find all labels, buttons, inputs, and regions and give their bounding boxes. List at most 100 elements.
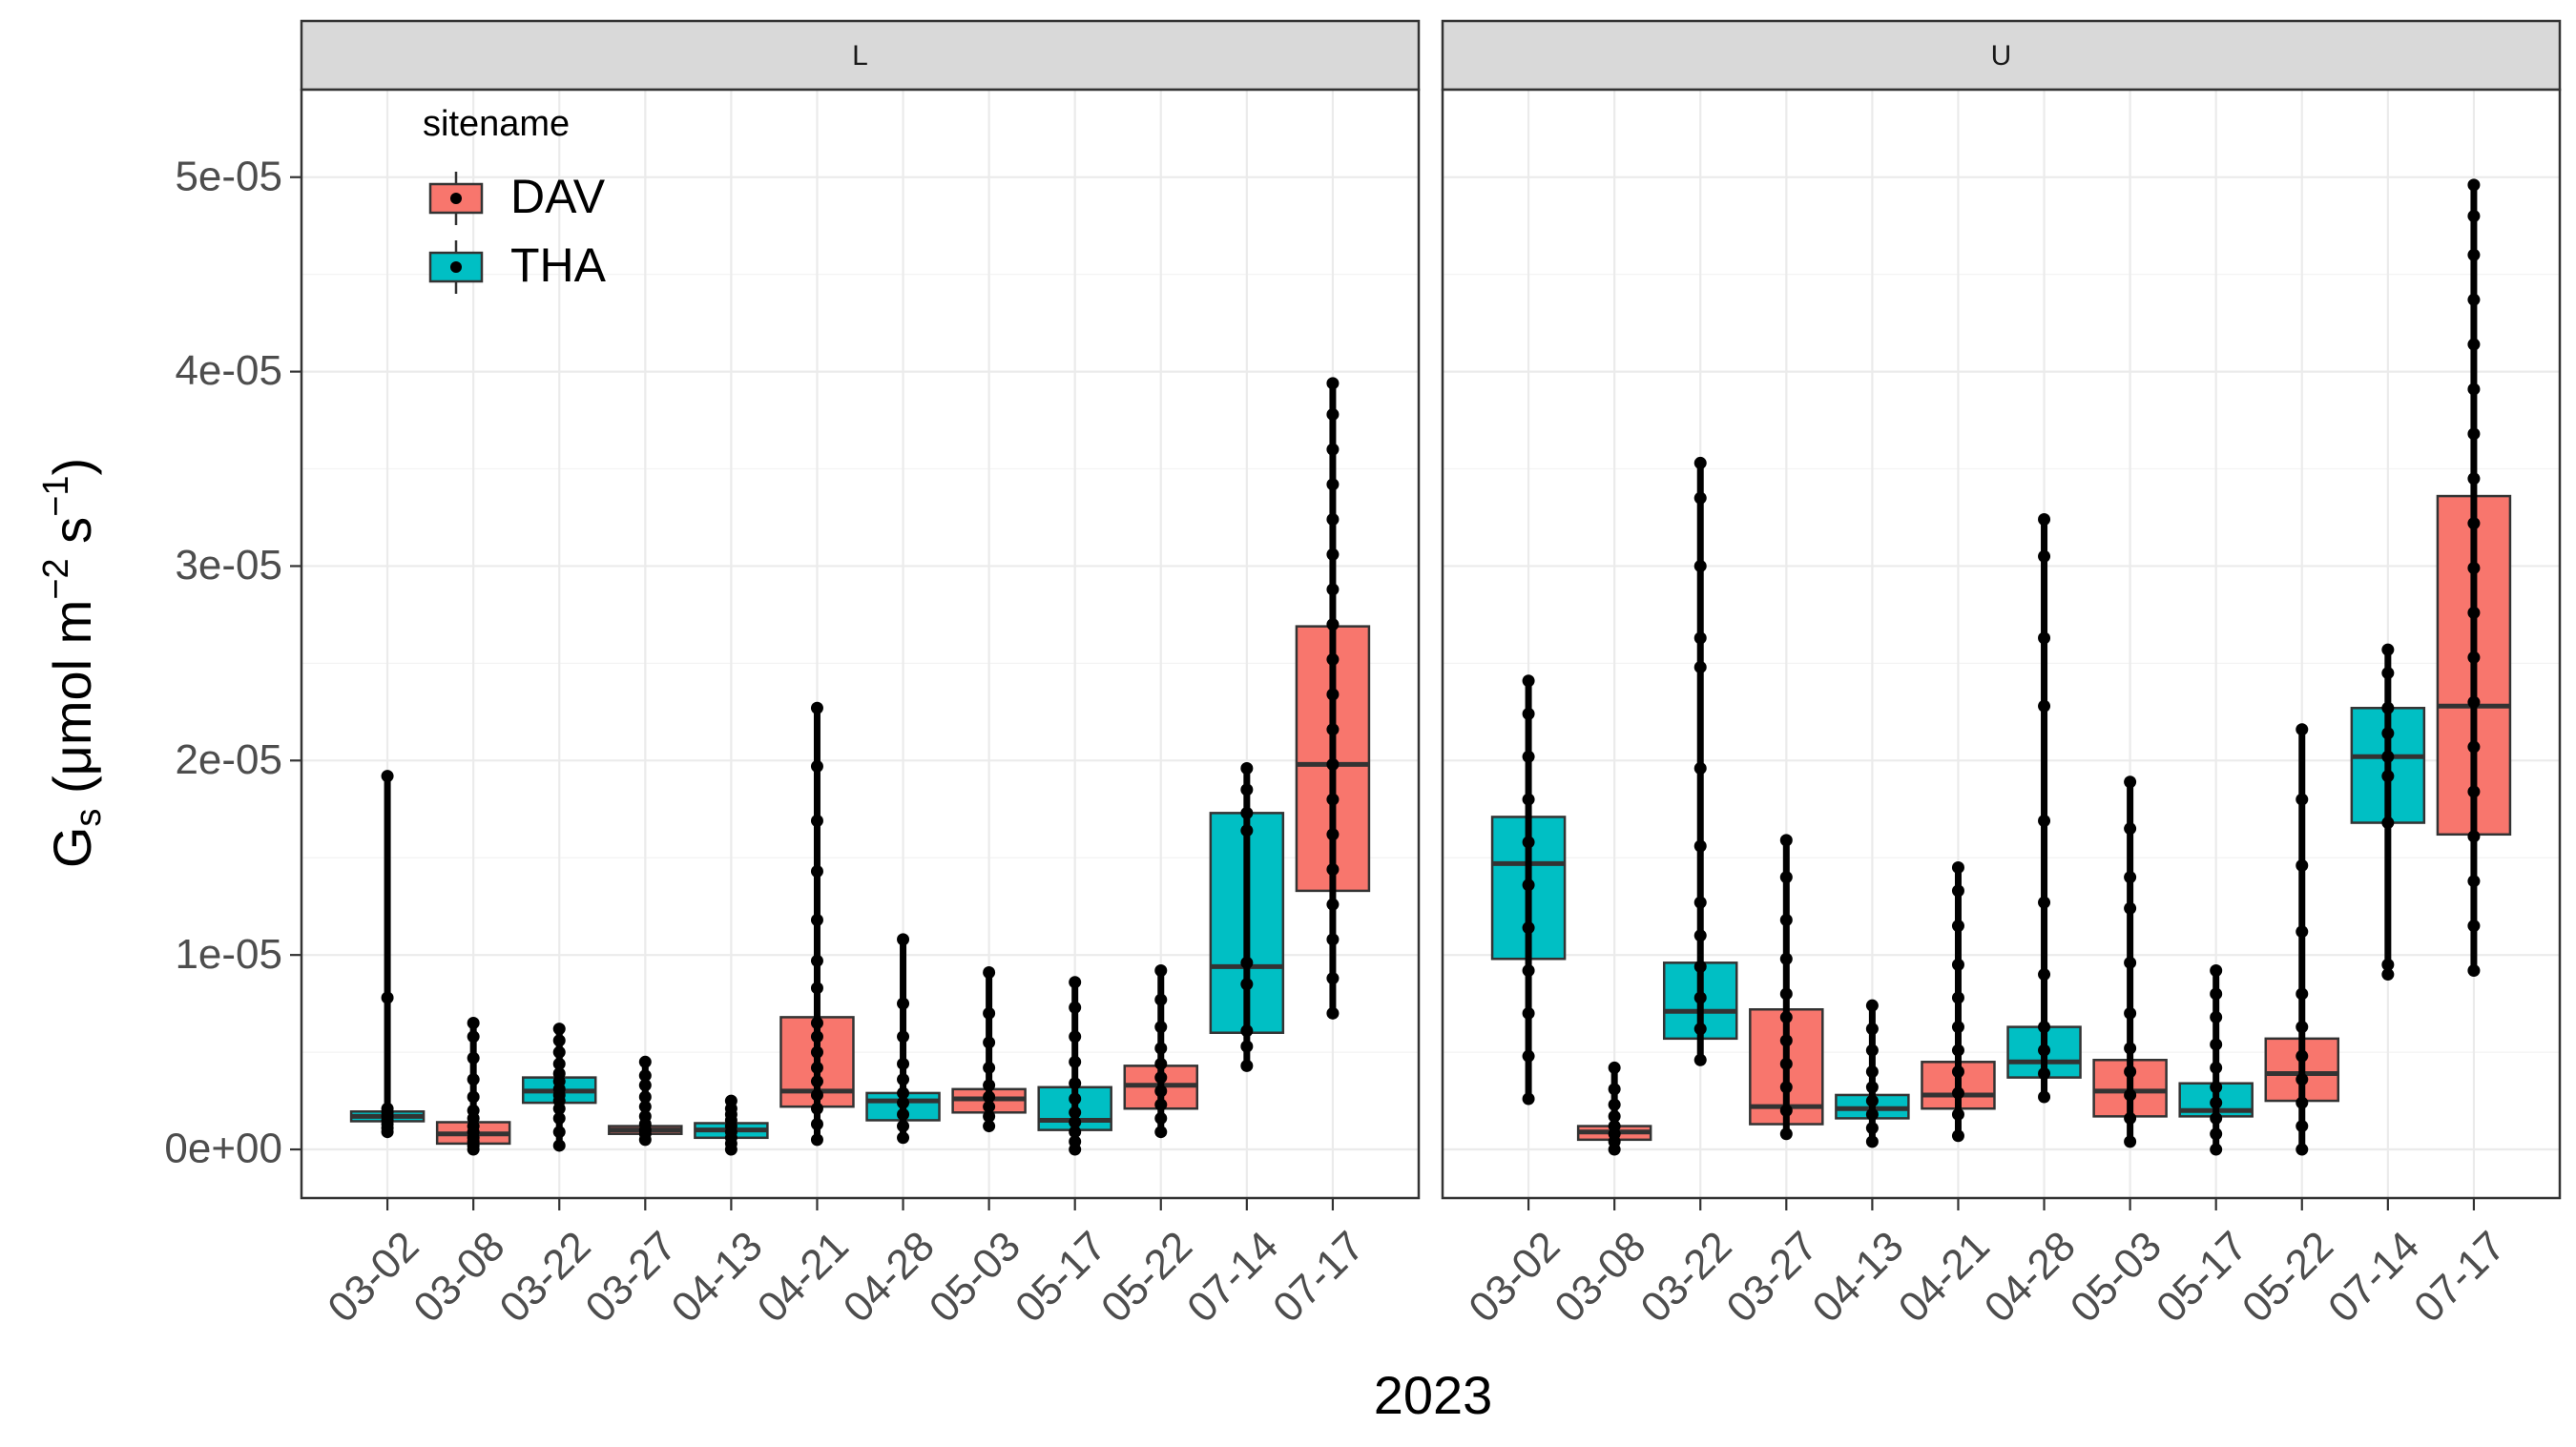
x-tick-label: 03-08 xyxy=(1546,1223,1654,1332)
data-point xyxy=(2038,513,2051,527)
box-l-03-08 xyxy=(435,1017,511,1156)
x-tick-label: 05-22 xyxy=(2233,1223,2342,1332)
data-point xyxy=(552,1139,566,1152)
data-point xyxy=(1326,478,1340,491)
data-point xyxy=(467,1073,480,1086)
data-point xyxy=(1693,960,1707,973)
data-point xyxy=(810,701,823,714)
data-point xyxy=(2296,987,2309,1001)
x-tick-label: 03-22 xyxy=(490,1223,599,1332)
x-tick-label: 07-17 xyxy=(2405,1223,2514,1332)
data-point xyxy=(1154,1042,1168,1055)
x-tick-label: 04-21 xyxy=(1890,1223,1999,1332)
data-point xyxy=(1326,898,1340,911)
data-point xyxy=(2124,1088,2137,1102)
data-point xyxy=(1779,1127,1793,1141)
data-point xyxy=(2467,785,2481,798)
data-point xyxy=(2124,871,2137,884)
data-point xyxy=(810,1133,823,1147)
data-point xyxy=(2381,770,2395,783)
y-tick-label: 1e-05 xyxy=(175,931,282,978)
data-point xyxy=(2124,1135,2137,1148)
x-tick-label: 05-17 xyxy=(1007,1223,1115,1332)
data-point xyxy=(1522,963,1535,977)
data-point xyxy=(1693,991,1707,1004)
x-tick-label: 04-28 xyxy=(1976,1223,2085,1332)
data-point xyxy=(2467,178,2481,192)
data-point xyxy=(1779,871,1793,884)
data-point xyxy=(2467,210,2481,223)
data-point xyxy=(1154,1085,1168,1098)
data-point xyxy=(1154,1021,1168,1034)
x-axis-title: 2023 xyxy=(1374,1365,1493,1425)
data-point xyxy=(2296,1120,2309,1133)
box-l-05-03 xyxy=(951,966,1027,1133)
data-point xyxy=(1326,652,1340,666)
data-point xyxy=(1069,976,1082,989)
data-point xyxy=(1865,1023,1879,1036)
data-point xyxy=(1951,1065,1964,1078)
data-point xyxy=(552,1111,566,1125)
data-point xyxy=(1779,952,1793,965)
data-point xyxy=(1522,750,1535,763)
data-point xyxy=(1693,456,1707,469)
data-point xyxy=(2296,1021,2309,1034)
data-point xyxy=(1779,1081,1793,1094)
data-point xyxy=(1522,836,1535,849)
x-tick-label: 05-03 xyxy=(2062,1223,2171,1332)
data-point xyxy=(1865,1122,1879,1135)
data-point xyxy=(2210,1081,2223,1094)
data-point xyxy=(2210,1127,2223,1141)
data-point xyxy=(897,1096,910,1109)
data-point xyxy=(1326,723,1340,736)
legend-entry-dav: DAV xyxy=(428,170,606,225)
data-point xyxy=(2381,667,2395,680)
data-point xyxy=(2038,1067,2051,1081)
data-point xyxy=(897,1107,910,1121)
data-point xyxy=(1951,991,1964,1004)
data-point xyxy=(1326,1006,1340,1020)
data-point xyxy=(2467,920,2481,933)
x-tick-label: 03-27 xyxy=(1717,1223,1826,1332)
data-point xyxy=(1154,1057,1168,1070)
data-point xyxy=(1779,1057,1793,1070)
data-point xyxy=(2038,549,2051,563)
y-tick-label: 0e+00 xyxy=(164,1126,282,1172)
box-u-03-02 xyxy=(1490,674,1567,1106)
data-point xyxy=(638,1069,652,1083)
data-point xyxy=(552,1126,566,1139)
data-point xyxy=(1865,1044,1879,1057)
data-point xyxy=(1865,1107,1879,1121)
data-point xyxy=(2467,338,2481,351)
data-point xyxy=(1069,1106,1082,1119)
data-point xyxy=(1240,956,1254,969)
data-point xyxy=(983,1100,996,1113)
data-point xyxy=(1069,1126,1082,1139)
data-point xyxy=(1240,783,1254,796)
panel-border xyxy=(1441,88,2562,1200)
data-point xyxy=(1154,963,1168,977)
data-point xyxy=(1069,1092,1082,1106)
data-point xyxy=(2210,1096,2223,1109)
data-point xyxy=(1608,1109,1621,1123)
box-l-04-28 xyxy=(865,933,941,1145)
data-point xyxy=(2296,858,2309,872)
data-point xyxy=(1326,688,1340,701)
data-point xyxy=(2296,1096,2309,1109)
data-point xyxy=(638,1109,652,1123)
data-point xyxy=(2381,968,2395,982)
data-point xyxy=(1522,1049,1535,1063)
data-point xyxy=(1522,707,1535,720)
data-point xyxy=(2038,815,2051,828)
data-point xyxy=(1154,1071,1168,1085)
data-point xyxy=(983,1061,996,1074)
data-point xyxy=(983,1079,996,1092)
data-point xyxy=(2210,1038,2223,1051)
data-point xyxy=(983,966,996,980)
data-point xyxy=(1326,513,1340,527)
data-point xyxy=(810,1102,823,1115)
data-point xyxy=(2296,723,2309,736)
data-point xyxy=(1326,757,1340,771)
data-point xyxy=(983,1090,996,1104)
